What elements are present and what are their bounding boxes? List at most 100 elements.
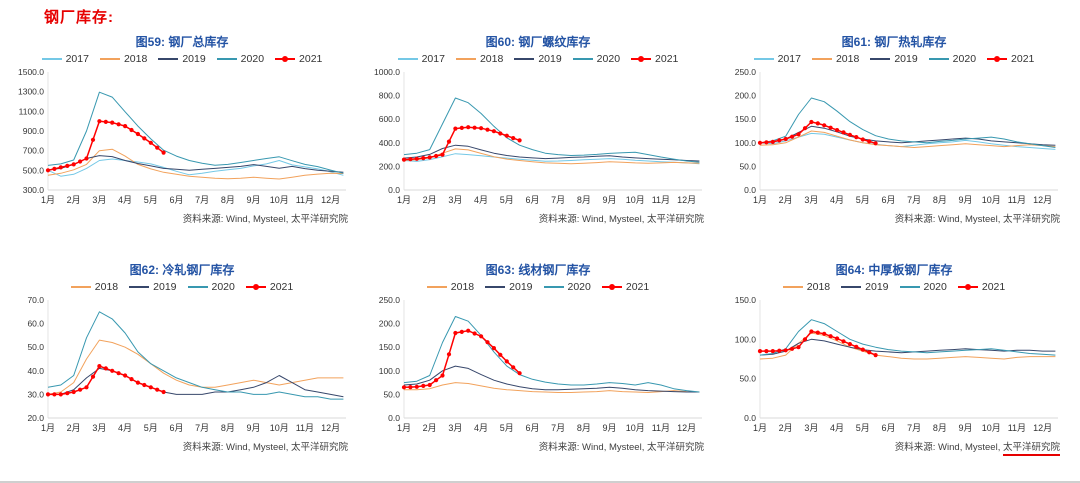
series-marker-2021 (777, 138, 782, 143)
series-marker-2021 (835, 336, 840, 341)
legend-item-2018: 2018 (426, 281, 474, 293)
y-tick-label: 50.0 (27, 342, 44, 352)
legend-label: 2020 (923, 281, 947, 293)
legend-item-2021: 2021 (275, 53, 322, 65)
series-marker-2021 (84, 156, 89, 161)
y-tick-label: 100.0 (379, 366, 401, 376)
legend-swatch-icon (455, 58, 476, 60)
series-line-2019 (759, 338, 1056, 356)
x-tick-label: 3月 (804, 195, 818, 205)
x-tick-label: 4月 (830, 195, 844, 205)
series-marker-2021 (123, 124, 128, 129)
chart-panel: 图59: 钢厂总库存 2017 2018 2019 2020 2021 300.0 500… (6, 29, 358, 251)
x-tick-label: 12月 (1033, 423, 1052, 433)
legend-item-2020: 2020 (928, 53, 977, 65)
legend-item-2019: 2019 (129, 281, 177, 293)
x-tick-label: 12月 (677, 423, 696, 433)
series-marker-2021 (453, 126, 458, 131)
x-tick-label: 1月 (753, 423, 767, 433)
x-tick-label: 11月 (296, 423, 314, 433)
series-marker-2021 (790, 346, 795, 351)
series-marker-2021 (796, 132, 801, 137)
series-line-2018 (404, 382, 700, 393)
series-marker-2021 (796, 345, 801, 350)
series-marker-2021 (427, 155, 432, 160)
chart-plot: 0.0 50.0 100.0 150.0 1月 2月 3月 4月 5月 6月 7月 8月 9月 10月 11… (735, 295, 1058, 433)
series-line-2020 (47, 91, 344, 174)
source-prefix: 资料来源: Wind, Mysteel, (538, 214, 647, 225)
series-line-2020 (759, 97, 1056, 148)
x-tick-label: 10月 (626, 195, 645, 205)
chart-legend: 2017 2018 2019 2020 2021 (6, 53, 358, 65)
y-tick-label: 500.0 (23, 165, 45, 175)
legend-swatch-icon (957, 284, 978, 290)
legend-swatch-icon (601, 284, 622, 290)
series-marker-2021 (783, 136, 788, 142)
series-marker-2021 (161, 389, 166, 395)
series-marker-2021 (103, 119, 108, 124)
legend-item-2020: 2020 (572, 53, 620, 65)
series-marker-2021 (770, 349, 775, 354)
chart-title: 图62: 冷轧钢厂库存 (129, 263, 235, 277)
x-tick-label: 8月 (577, 195, 591, 205)
x-tick-label: 10月 (982, 423, 1001, 433)
series-marker-2021 (78, 159, 83, 164)
x-tick-label: 8月 (221, 423, 235, 433)
legend-item-2021: 2021 (957, 281, 1005, 293)
series-marker-2021 (511, 365, 516, 370)
x-tick-label: 6月 (525, 423, 539, 433)
legend-label: 2020 (952, 53, 977, 65)
legend-label: 2021 (625, 281, 650, 293)
y-tick-label: 1000.0 (374, 67, 400, 77)
series-line-2019 (403, 144, 700, 162)
x-tick-label: 8月 (221, 195, 235, 205)
series-marker-2021 (757, 349, 763, 354)
legend-swatch-icon (275, 56, 296, 62)
legend-item-2020: 2020 (899, 281, 947, 293)
series-marker-2021 (854, 344, 859, 349)
legend-item-2019: 2019 (158, 53, 206, 65)
series-line-2018 (759, 332, 1056, 360)
legend-item-2018: 2018 (811, 53, 860, 65)
y-tick-label: 1100.0 (19, 106, 45, 116)
legend-swatch-icon (514, 58, 535, 60)
source-prefix: 资料来源: Wind, Mysteel, (894, 442, 1003, 453)
legend-item-2021: 2021 (601, 281, 650, 293)
series-marker-2021 (116, 122, 121, 127)
legend-label: 2019 (509, 281, 533, 293)
x-tick-label: 10月 (626, 423, 645, 433)
legend-item-2021: 2021 (631, 53, 678, 65)
y-tick-label: 250.0 (735, 67, 757, 77)
legend-swatch-icon (129, 286, 150, 288)
legend-marker-dot-icon (252, 284, 259, 290)
series-marker-2021 (71, 162, 76, 167)
x-tick-label: 6月 (169, 195, 183, 205)
x-tick-label: 1月 (41, 423, 55, 433)
x-tick-label: 1月 (753, 195, 767, 205)
series-marker-2021 (434, 378, 439, 383)
x-tick-label: 4月 (830, 423, 844, 433)
legend-swatch-icon (99, 58, 120, 60)
legend-swatch-icon (70, 286, 91, 288)
x-tick-label: 5月 (856, 423, 870, 433)
legend-marker-dot-icon (638, 56, 645, 62)
source-note: 资料来源: Wind, Mysteel, 太平洋研究院 (718, 439, 1070, 456)
series-marker-2021 (491, 129, 496, 134)
x-tick-label: 7月 (907, 423, 921, 433)
series-marker-2021 (873, 353, 878, 358)
source-org: 太平洋研究院 (1002, 442, 1060, 456)
x-tick-label: 4月 (118, 195, 132, 205)
series-line-2021 (760, 330, 876, 356)
series-line-2019 (48, 367, 344, 398)
legend-item-2017: 2017 (41, 53, 89, 65)
source-note: 资料来源: Wind, Mysteel, 太平洋研究院 (718, 211, 1070, 225)
x-tick-label: 3月 (448, 195, 462, 205)
legend-label: 2018 (835, 53, 860, 65)
series-line-2017 (403, 153, 700, 165)
series-marker-2021 (45, 392, 51, 397)
legend-swatch-icon (987, 56, 1008, 62)
source-prefix: 资料来源: Wind, Mysteel, (182, 214, 291, 225)
legend-item-2021: 2021 (987, 53, 1034, 65)
legend-item-2017: 2017 (753, 53, 801, 65)
series-marker-2021 (828, 334, 833, 339)
